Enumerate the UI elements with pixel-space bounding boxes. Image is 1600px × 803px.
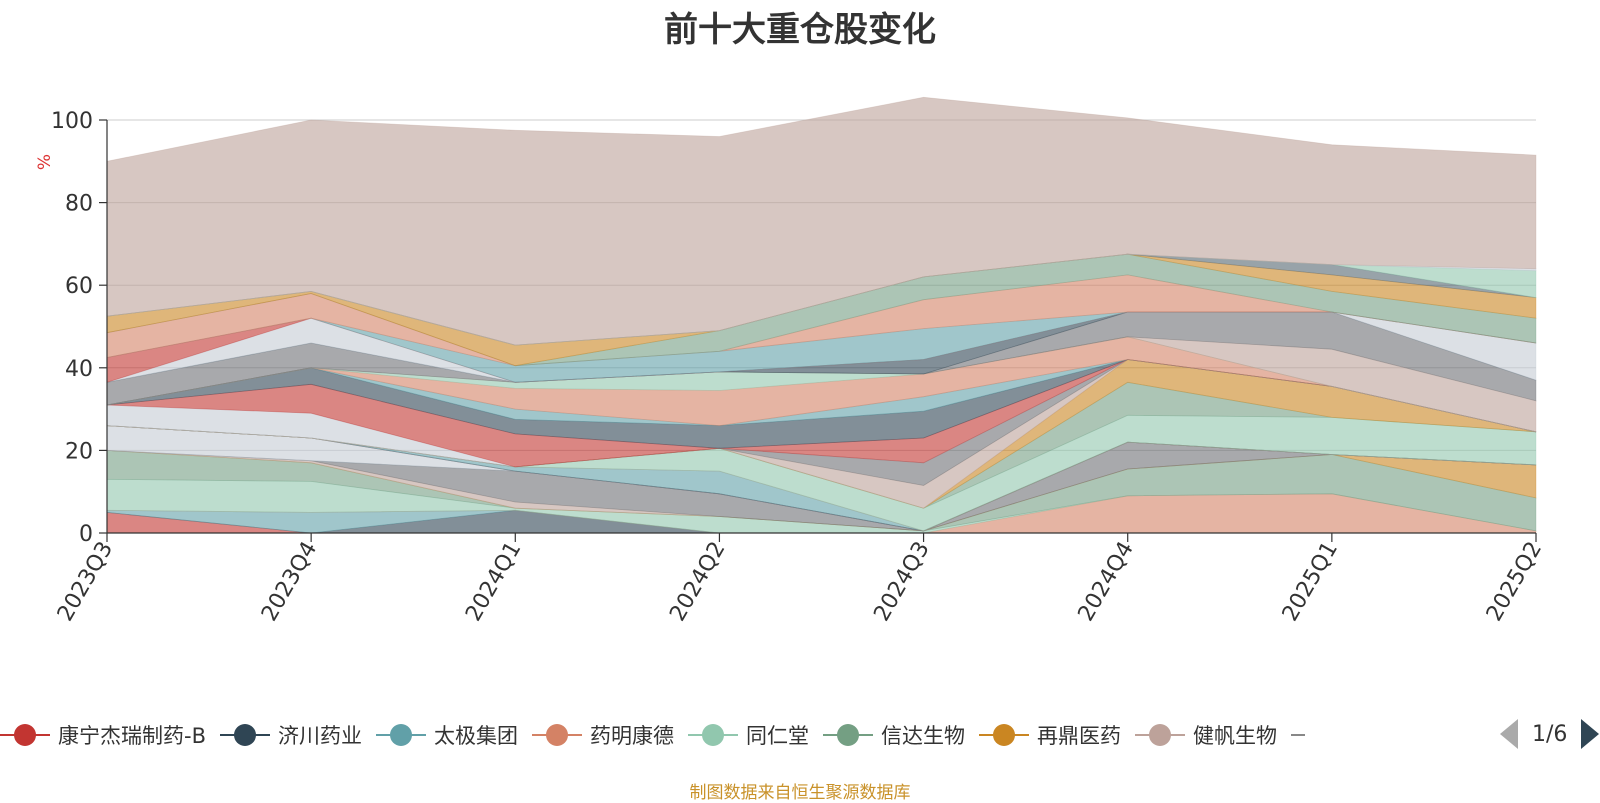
legend-item-7[interactable]: 健帆生物 — [1134, 720, 1277, 750]
x-tick-label-7: 2025Q2 — [1482, 538, 1547, 626]
legend-item-1[interactable]: 济川药业 — [219, 720, 362, 750]
legend-label: 信达生物 — [880, 724, 965, 748]
legend-pager: 1/6 — [1500, 719, 1600, 749]
area-series-38 — [106, 96, 1537, 346]
x-tick-label-0: 2023Q3 — [53, 538, 118, 626]
y-tick-label-1: 20 — [65, 439, 93, 464]
legend-marker-icon — [0, 720, 50, 750]
legend-label: 健帆生物 — [1192, 724, 1277, 748]
area-series-10 — [106, 425, 1537, 532]
series-areas — [106, 96, 1537, 534]
data-source-note: 制图数据来自恒生聚源数据库 — [689, 783, 911, 803]
x-tick-label-5: 2024Q4 — [1074, 538, 1139, 626]
x-tick-label-1: 2023Q4 — [257, 538, 322, 626]
legend-label: 药明康德 — [589, 724, 674, 748]
legend-label: 同仁堂 — [745, 724, 809, 748]
legend-page-indicator: 1/6 — [1532, 721, 1568, 747]
x-tick-label-3: 2024Q2 — [665, 538, 730, 626]
legend-label: 再鼎医药 — [1036, 724, 1121, 748]
legend-marker-icon — [375, 720, 426, 750]
legend: 康宁杰瑞制药-B 济川药业 太极集团 药明康德 同仁堂 信达生物 再鼎医药 健帆生物 — [0, 718, 1319, 752]
legend-prev-icon[interactable] — [1500, 719, 1518, 749]
area-series-15 — [106, 414, 1537, 532]
legend-marker-icon — [1134, 720, 1185, 750]
legend-marker-icon — [687, 720, 738, 750]
legend-marker-icon — [219, 720, 270, 750]
y-axis-label: % — [35, 154, 55, 170]
legend-item-0[interactable]: 康宁杰瑞制药-B — [0, 720, 206, 750]
x-tick-label-2: 2024Q1 — [461, 538, 526, 626]
legend-marker-icon — [531, 720, 582, 750]
x-tick-label-6: 2025Q1 — [1278, 538, 1343, 626]
legend-label: 太极集团 — [433, 724, 518, 748]
legend-next-icon[interactable] — [1581, 719, 1600, 749]
legend-label: 康宁杰瑞制药-B — [58, 724, 206, 748]
legend-item-2[interactable]: 太极集团 — [375, 720, 518, 750]
y-tick-label-2: 40 — [65, 357, 93, 382]
y-tick-label-5: 100 — [51, 109, 93, 134]
area-series-5 — [106, 449, 1537, 532]
area-series-20 — [106, 359, 1537, 468]
y-tick-label-4: 80 — [65, 192, 93, 217]
y-tick-label-3: 60 — [65, 274, 93, 299]
legend-item-4[interactable]: 同仁堂 — [687, 720, 809, 750]
legend-item-6[interactable]: 再鼎医药 — [978, 720, 1121, 750]
legend-label: 济川药业 — [277, 724, 362, 748]
chart-title: 前十大重仓股变化 — [664, 10, 936, 50]
legend-item-5[interactable]: 信达生物 — [822, 720, 965, 750]
legend-overflow-marker-icon — [1290, 720, 1309, 750]
area-series-26 — [106, 336, 1537, 433]
legend-marker-icon — [978, 720, 1029, 750]
area-series-27 — [106, 311, 1537, 406]
area-series-29 — [106, 311, 1537, 383]
area-series-3 — [106, 493, 1537, 534]
legend-item-3[interactable]: 药明康德 — [531, 720, 674, 750]
legend-marker-icon — [822, 720, 873, 750]
y-tick-label-0: 0 — [79, 522, 93, 547]
stacked-area-chart: 0 20 40 60 80 100 2023Q3 2023Q4 2024Q1 2024Q2 2024… — [35, 96, 1547, 626]
x-tick-label-4: 2024Q3 — [869, 538, 934, 626]
